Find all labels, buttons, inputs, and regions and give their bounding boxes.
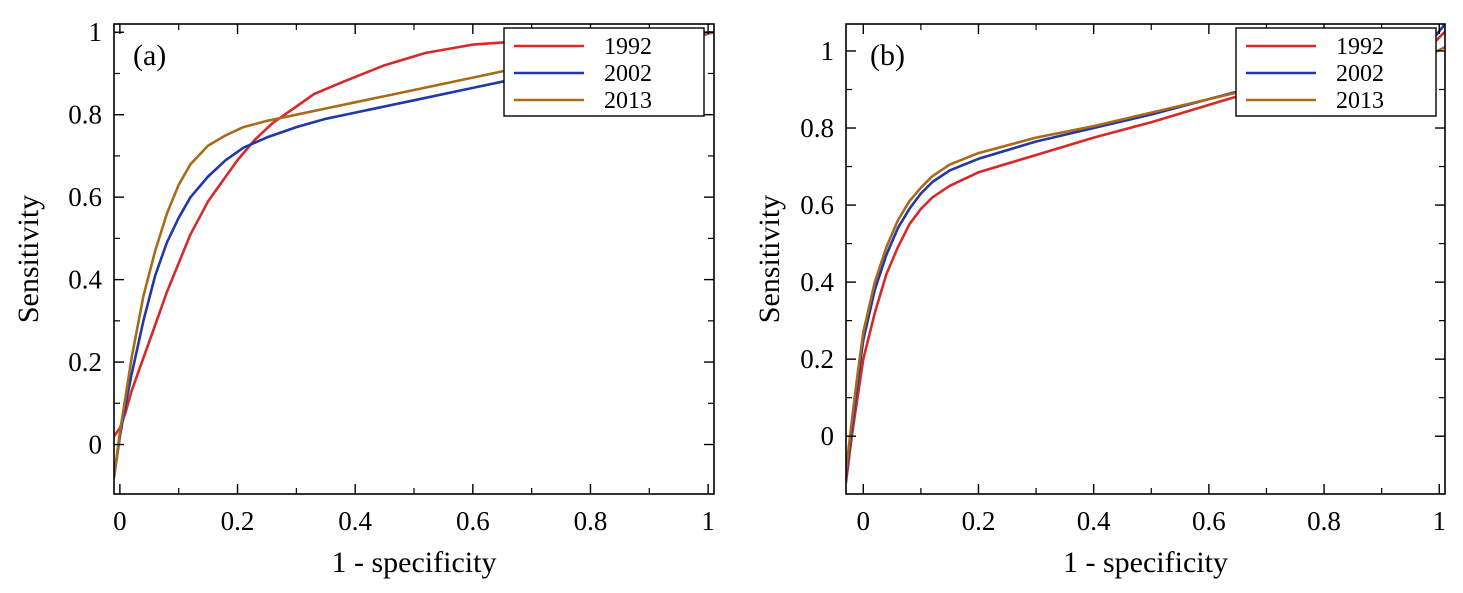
series-line-2013 [114, 30, 714, 479]
y-tick-label: 0 [821, 421, 835, 451]
x-tick-label: 0 [857, 506, 871, 536]
x-tick-label: 1 [701, 506, 715, 536]
y-tick-label: 1 [821, 36, 835, 66]
y-tick-label: 0.8 [68, 100, 102, 130]
x-tick-label: 1 [1432, 506, 1446, 536]
x-tick-label: 0.4 [338, 506, 372, 536]
panel-label: (a) [133, 39, 166, 72]
x-tick-label: 0.4 [1077, 506, 1111, 536]
panel-label: (b) [870, 39, 905, 72]
y-tick-label: 0.4 [68, 265, 102, 295]
plot-frame [845, 23, 1446, 495]
series-line-2002 [114, 30, 714, 479]
x-tick-label: 0.2 [221, 506, 255, 536]
panel-b: 0 0.2 0.4 0.6 0.8 1 0 0.2 0.4 0.6 0.8 1 1 - specific… [753, 23, 1446, 579]
x-tick-label: 0.8 [1307, 506, 1341, 536]
x-tick-label: 0 [113, 506, 127, 536]
legend-label-2002: 2002 [1336, 61, 1384, 87]
y-tick-label: 0 [89, 430, 103, 460]
x-axis-title: 1 - specificity [1063, 546, 1228, 579]
y-tick-label: 0.4 [800, 267, 834, 297]
y-tick-label: 0.2 [68, 347, 102, 377]
y-tick-label: 0.6 [800, 190, 834, 220]
y-tick-label: 0.8 [800, 113, 834, 143]
x-tick-label: 0.8 [574, 506, 608, 536]
series-line-1992 [114, 30, 714, 438]
x-tick-label: 0.6 [456, 506, 490, 536]
legend-label-2002: 2002 [604, 61, 652, 87]
panel-a: 0 0.2 0.4 0.6 0.8 1 0 0.2 0.4 0.6 0.8 1 1 - specific… [12, 17, 715, 579]
legend-label-1992: 1992 [1336, 34, 1384, 60]
x-axis-title: 1 - specificity [332, 546, 497, 579]
y-tick-label: 0.2 [800, 344, 834, 374]
y-axis-title: Sensitivity [12, 195, 45, 323]
legend-label-2013: 2013 [1336, 88, 1384, 114]
curves [114, 30, 714, 479]
y-axis-title: Sensitivity [753, 195, 786, 323]
x-tick-label: 0.6 [1192, 506, 1226, 536]
legend-label-1992: 1992 [604, 34, 652, 60]
legend-label-2013: 2013 [604, 88, 652, 114]
y-tick-label: 0.6 [68, 182, 102, 212]
x-tick-label: 0.2 [962, 506, 996, 536]
y-tick-label: 1 [89, 17, 103, 47]
